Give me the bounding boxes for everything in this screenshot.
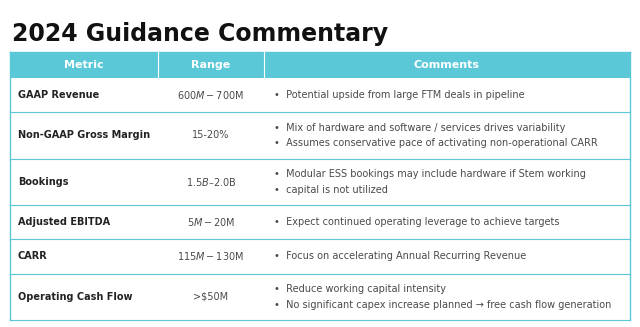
Text: $5M - $20M: $5M - $20M — [187, 216, 236, 228]
Text: 2024 Guidance Commentary: 2024 Guidance Commentary — [12, 22, 388, 46]
Text: •  Mix of hardware and software / services drives variability: • Mix of hardware and software / service… — [274, 123, 565, 133]
Text: $1.5B – $2.0B: $1.5B – $2.0B — [186, 176, 236, 188]
Text: GAAP Revenue: GAAP Revenue — [18, 90, 99, 100]
Text: •  Focus on accelerating Annual Recurring Revenue: • Focus on accelerating Annual Recurring… — [274, 251, 526, 262]
Bar — [10, 274, 630, 320]
Text: •  Expect continued operating leverage to achieve targets: • Expect continued operating leverage to… — [274, 217, 559, 227]
Text: Non-GAAP Gross Margin: Non-GAAP Gross Margin — [18, 130, 150, 141]
Text: Comments: Comments — [414, 60, 480, 70]
Text: •  Potential upside from large FTM deals in pipeline: • Potential upside from large FTM deals … — [274, 90, 525, 100]
Bar — [10, 205, 630, 239]
Text: Operating Cash Flow: Operating Cash Flow — [18, 292, 132, 302]
Text: Bookings: Bookings — [18, 177, 68, 187]
Bar — [10, 159, 630, 205]
Text: •  capital is not utilized: • capital is not utilized — [274, 184, 388, 195]
Text: •  Modular ESS bookings may include hardware if Stem working: • Modular ESS bookings may include hardw… — [274, 169, 586, 179]
Text: CARR: CARR — [18, 251, 48, 262]
Bar — [10, 52, 630, 78]
Text: Range: Range — [191, 60, 230, 70]
Text: •  Assumes conservative pace of activating non-operational CARR: • Assumes conservative pace of activatin… — [274, 138, 598, 148]
Text: •  Reduce working capital intensity: • Reduce working capital intensity — [274, 284, 446, 294]
Text: $600M - $700M: $600M - $700M — [177, 89, 244, 101]
Text: Adjusted EBITDA: Adjusted EBITDA — [18, 217, 110, 227]
Text: Metric: Metric — [64, 60, 104, 70]
Bar — [10, 112, 630, 159]
Text: •  No significant capex increase planned → free cash flow generation: • No significant capex increase planned … — [274, 300, 611, 310]
Text: >$50M: >$50M — [193, 292, 228, 302]
Bar — [10, 239, 630, 274]
Bar — [10, 78, 630, 112]
Text: $115M - $130M: $115M - $130M — [177, 250, 244, 263]
Text: 15-20%: 15-20% — [192, 130, 230, 141]
